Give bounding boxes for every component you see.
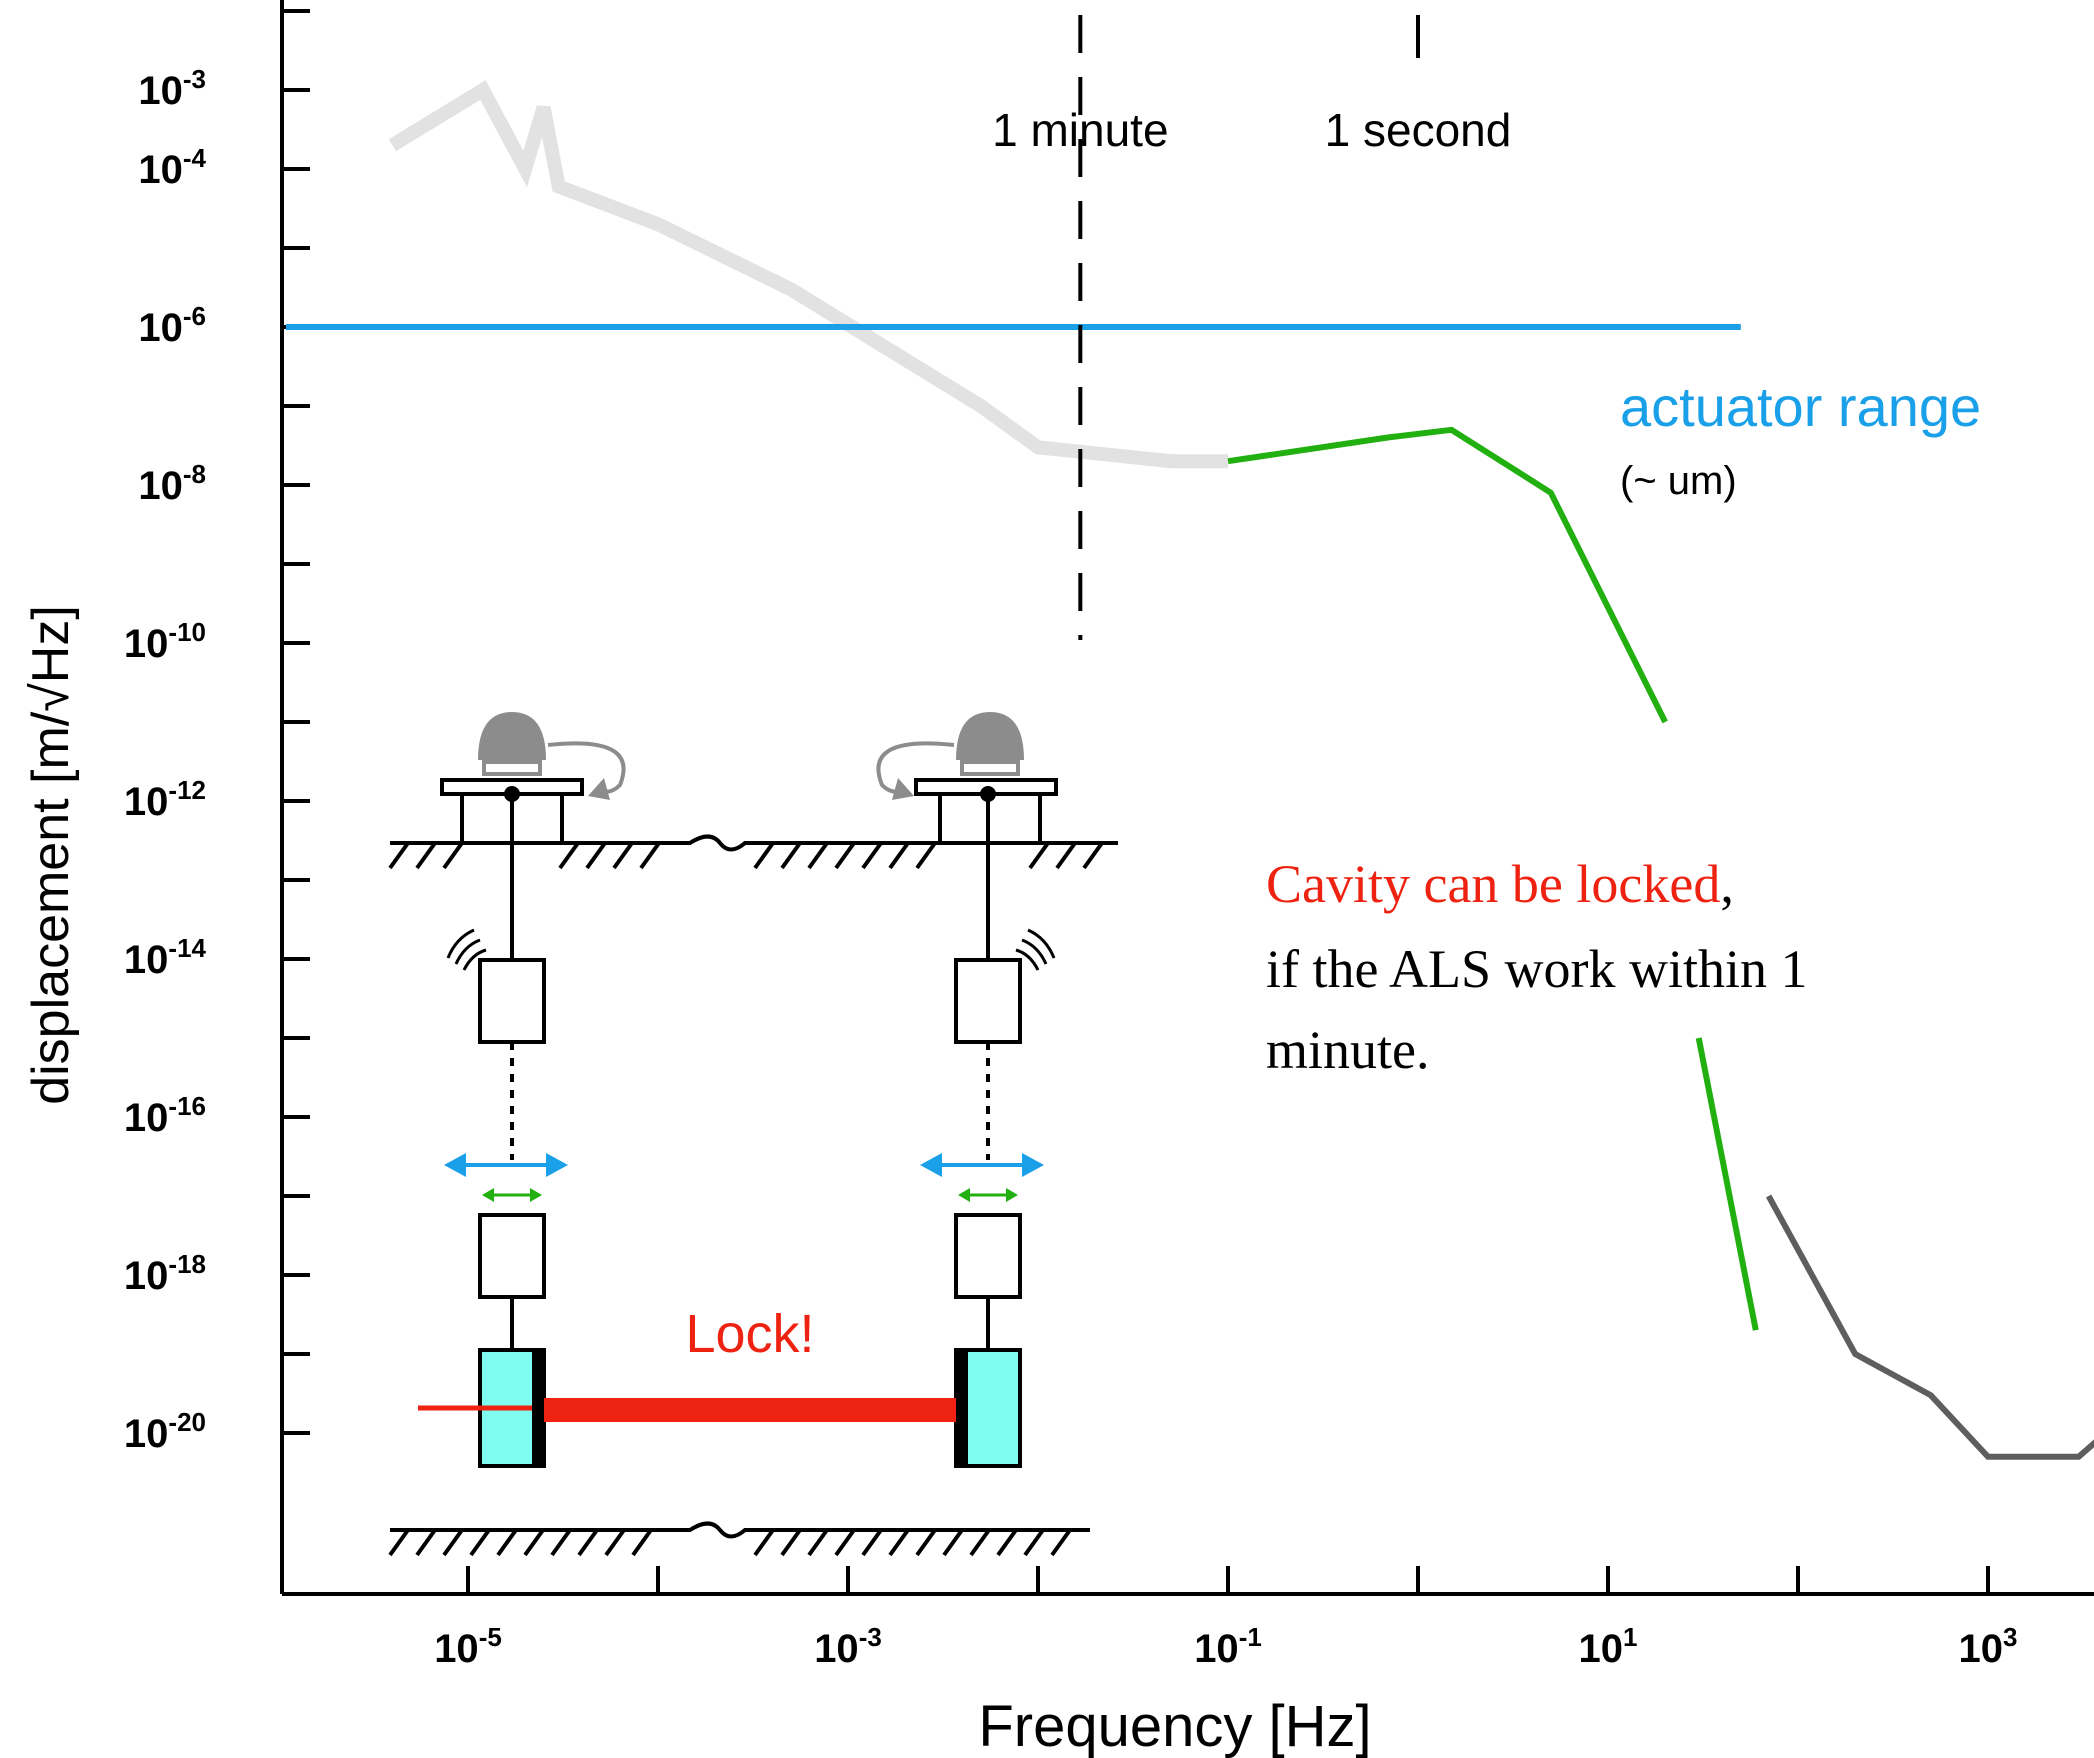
x-axis-ticks: 10-5 10-3 10-1 101 103 — [434, 1566, 2017, 1671]
actuator-range-label: actuator range — [1620, 375, 1981, 438]
left-mass-lower — [478, 1213, 546, 1299]
y-tick-label: 10-4 — [138, 143, 206, 192]
y-axis-title: displacement [m/√Hz] — [22, 605, 80, 1105]
x-axis-title: Frequency [Hz] — [978, 1694, 1371, 1758]
series-residual-line — [1227, 426, 1668, 724]
y-tick-label: 10-3 — [138, 64, 206, 113]
one-minute-label: 1 minute — [992, 104, 1168, 156]
right-mass-upper — [954, 958, 1022, 1044]
y-axis-ticks: 10-3 10-4 10-6 10-8 10-10 10-12 10-14 10-16 10-1… — [124, 9, 310, 1456]
left-suspension — [440, 712, 626, 1468]
ground-line-bottom — [390, 1521, 1090, 1539]
cavity-comma: , — [1720, 854, 1734, 914]
ground-hatch-bottom — [388, 1528, 1072, 1557]
y-tick-label: 10-6 — [138, 301, 206, 350]
y-tick-label: 10-14 — [124, 933, 207, 982]
right-seismometer-icon — [956, 712, 1024, 760]
one-second-label: 1 second — [1325, 104, 1512, 156]
ground-hatch-top — [388, 841, 1104, 870]
cavity-annotation-line1: Cavity can be locked, — [1266, 854, 1734, 914]
series-group — [285, 80, 2094, 1460]
y-tick-label: 10-10 — [124, 617, 206, 666]
left-mass-upper — [478, 958, 546, 1044]
series-sensitivity-line — [1765, 1194, 2094, 1460]
cavity-annotation-line2: if the ALS work within 1 — [1266, 939, 1807, 999]
cavity-schematic: Lock! — [388, 712, 1118, 1557]
axes-frame — [280, 0, 2094, 1596]
y-tick-label: 10-12 — [124, 775, 206, 824]
cavity-lock-red-text: Cavity can be locked — [1266, 854, 1720, 914]
right-mass-lower — [954, 1213, 1022, 1299]
ground-line-top — [390, 834, 1118, 852]
y-tick-label: 10-16 — [124, 1091, 206, 1140]
y-tick-label: 10-18 — [124, 1249, 206, 1298]
x-tick-label: 10-3 — [814, 1622, 882, 1671]
right-vibration-icon — [1015, 928, 1056, 971]
series-residual-line — [1695, 1037, 1759, 1331]
left-seismometer-icon — [478, 712, 546, 760]
right-suspension — [876, 712, 1058, 1468]
x-tick-label: 103 — [1959, 1622, 2018, 1671]
lock-label: Lock! — [685, 1304, 814, 1364]
y-tick-label: 10-20 — [124, 1407, 206, 1456]
locked-cavity-beam — [544, 1398, 956, 1422]
cavity-annotation-line3: minute. — [1266, 1020, 1429, 1080]
left-vibration-icon — [446, 928, 487, 971]
y-tick-label: 10-8 — [138, 459, 206, 508]
x-tick-label: 10-1 — [1194, 1622, 1262, 1671]
actuator-range-sublabel: (~ um) — [1620, 459, 1737, 503]
x-tick-label: 101 — [1579, 1622, 1638, 1671]
x-tick-label: 10-5 — [434, 1622, 502, 1671]
